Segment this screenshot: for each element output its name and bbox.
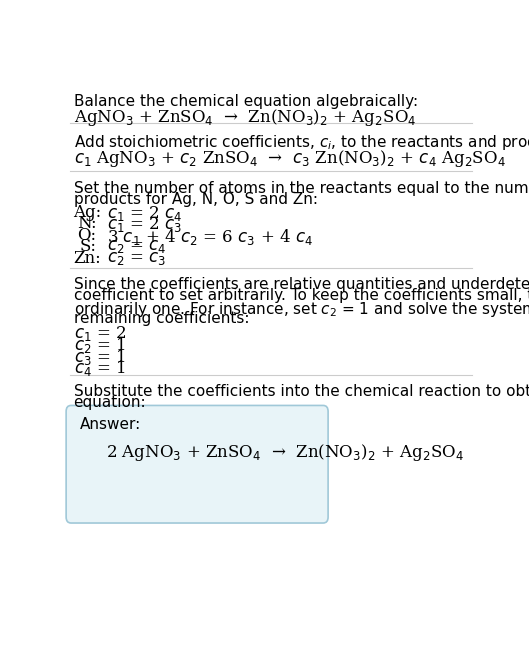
Text: Ag:: Ag: (74, 204, 102, 221)
Text: Substitute the coefficients into the chemical reaction to obtain the balanced: Substitute the coefficients into the che… (74, 384, 529, 399)
Text: 2 AgNO$_3$ + ZnSO$_4$  →  Zn(NO$_3$)$_2$ + Ag$_2$SO$_4$: 2 AgNO$_3$ + ZnSO$_4$ → Zn(NO$_3$)$_2$ +… (106, 443, 464, 463)
Text: Add stoichiometric coefficients, $c_i$, to the reactants and products:: Add stoichiometric coefficients, $c_i$, … (74, 133, 529, 153)
Text: $c_2$ = $c_3$: $c_2$ = $c_3$ (107, 250, 166, 267)
Text: $c_2$ = $c_4$: $c_2$ = $c_4$ (107, 238, 167, 255)
Text: products for Ag, N, O, S and Zn:: products for Ag, N, O, S and Zn: (74, 192, 317, 207)
FancyBboxPatch shape (66, 406, 328, 523)
Text: $c_4$ = 1: $c_4$ = 1 (74, 358, 125, 378)
Text: $c_1$ AgNO$_3$ + $c_2$ ZnSO$_4$  →  $c_3$ Zn(NO$_3$)$_2$ + $c_4$ Ag$_2$SO$_4$: $c_1$ AgNO$_3$ + $c_2$ ZnSO$_4$ → $c_3$ … (74, 148, 505, 170)
Text: $c_1$ = 2: $c_1$ = 2 (74, 324, 126, 343)
Text: coefficient to set arbitrarily. To keep the coefficients small, the arbitrary va: coefficient to set arbitrarily. To keep … (74, 289, 529, 303)
Text: ordinarily one. For instance, set $c_2$ = 1 and solve the system of equations fo: ordinarily one. For instance, set $c_2$ … (74, 300, 529, 319)
Text: Balance the chemical equation algebraically:: Balance the chemical equation algebraica… (74, 94, 417, 109)
Text: Zn:: Zn: (74, 250, 101, 267)
Text: $c_1$ = 2 $c_4$: $c_1$ = 2 $c_4$ (107, 204, 183, 223)
Text: Set the number of atoms in the reactants equal to the number of atoms in the: Set the number of atoms in the reactants… (74, 181, 529, 196)
Text: Answer:: Answer: (80, 417, 141, 432)
Text: O:: O: (78, 226, 97, 244)
Text: 3 $c_1$ + 4 $c_2$ = 6 $c_3$ + 4 $c_4$: 3 $c_1$ + 4 $c_2$ = 6 $c_3$ + 4 $c_4$ (107, 226, 313, 247)
Text: Since the coefficients are relative quantities and underdetermined, choose a: Since the coefficients are relative quan… (74, 277, 529, 292)
Text: $c_1$ = 2 $c_3$: $c_1$ = 2 $c_3$ (107, 215, 182, 234)
Text: N:: N: (78, 215, 97, 232)
Text: $c_2$ = 1: $c_2$ = 1 (74, 335, 125, 355)
Text: $c_3$ = 1: $c_3$ = 1 (74, 347, 125, 367)
Text: remaining coefficients:: remaining coefficients: (74, 311, 249, 326)
Text: equation:: equation: (74, 395, 146, 410)
Text: S:: S: (79, 238, 96, 255)
Text: AgNO$_3$ + ZnSO$_4$  →  Zn(NO$_3$)$_2$ + Ag$_2$SO$_4$: AgNO$_3$ + ZnSO$_4$ → Zn(NO$_3$)$_2$ + A… (74, 107, 416, 127)
